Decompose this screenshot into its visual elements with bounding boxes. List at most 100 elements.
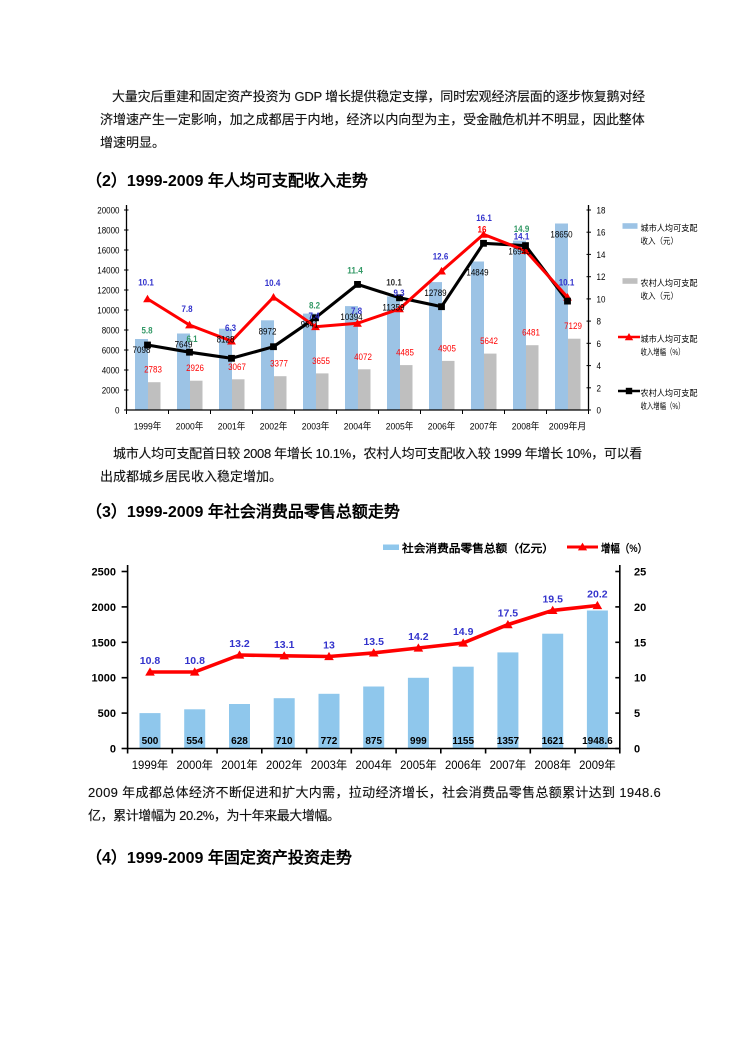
svg-text:8128: 8128 xyxy=(217,335,235,345)
svg-text:6481: 6481 xyxy=(522,328,540,338)
svg-text:2000年: 2000年 xyxy=(176,758,213,772)
svg-text:7.8: 7.8 xyxy=(181,304,192,314)
svg-text:14: 14 xyxy=(597,250,606,261)
svg-text:2004年: 2004年 xyxy=(344,421,372,433)
svg-text:城市人均可支配: 城市人均可支配 xyxy=(641,334,698,344)
svg-text:收入增幅（%）: 收入增幅（%） xyxy=(641,401,685,411)
svg-text:18650: 18650 xyxy=(550,230,572,240)
svg-text:0: 0 xyxy=(634,744,640,756)
svg-text:4905: 4905 xyxy=(438,343,456,353)
svg-text:554: 554 xyxy=(186,736,203,747)
svg-text:1357: 1357 xyxy=(497,736,520,747)
svg-text:收入（元）: 收入（元） xyxy=(641,236,679,246)
svg-text:16: 16 xyxy=(478,225,487,235)
svg-text:5: 5 xyxy=(634,708,640,720)
svg-text:10.8: 10.8 xyxy=(184,655,205,667)
svg-text:城市人均可支配: 城市人均可支配 xyxy=(641,223,698,233)
svg-text:7.4: 7.4 xyxy=(308,311,319,321)
svg-text:2009年月: 2009年月 xyxy=(549,421,586,433)
svg-text:2000: 2000 xyxy=(102,386,120,397)
svg-text:2926: 2926 xyxy=(186,363,204,373)
svg-text:6.1: 6.1 xyxy=(186,334,197,344)
svg-text:500: 500 xyxy=(142,736,159,747)
svg-text:628: 628 xyxy=(231,736,248,747)
svg-text:收入（元）: 收入（元） xyxy=(641,291,679,301)
svg-text:5.8: 5.8 xyxy=(141,326,152,336)
svg-text:12789: 12789 xyxy=(424,288,446,298)
svg-text:6: 6 xyxy=(597,339,602,350)
svg-text:875: 875 xyxy=(365,736,382,747)
svg-text:8972: 8972 xyxy=(259,326,277,336)
svg-text:2002年: 2002年 xyxy=(266,758,303,772)
svg-text:2007年: 2007年 xyxy=(490,758,527,772)
svg-text:农村人均可支配: 农村人均可支配 xyxy=(641,278,698,288)
svg-text:5642: 5642 xyxy=(480,336,498,346)
svg-text:1999年: 1999年 xyxy=(132,758,169,772)
svg-text:2000年: 2000年 xyxy=(176,421,204,433)
svg-text:10000: 10000 xyxy=(97,306,119,317)
svg-text:0: 0 xyxy=(597,406,602,417)
svg-text:16.1: 16.1 xyxy=(476,213,492,223)
svg-text:11359: 11359 xyxy=(382,302,404,312)
svg-text:14000: 14000 xyxy=(97,266,119,277)
svg-text:4485: 4485 xyxy=(396,348,414,358)
svg-text:1621: 1621 xyxy=(542,736,565,747)
svg-text:4: 4 xyxy=(597,361,602,372)
svg-text:14849: 14849 xyxy=(466,268,488,278)
svg-text:7098: 7098 xyxy=(133,345,151,355)
svg-text:9641: 9641 xyxy=(301,320,319,330)
svg-text:1000: 1000 xyxy=(92,673,116,685)
svg-text:2008年: 2008年 xyxy=(534,758,571,772)
svg-text:1948.6: 1948.6 xyxy=(582,736,613,747)
svg-text:10.8: 10.8 xyxy=(140,655,161,667)
svg-text:12000: 12000 xyxy=(97,286,119,297)
svg-text:2001年: 2001年 xyxy=(218,421,246,433)
svg-text:2008年: 2008年 xyxy=(512,421,540,433)
svg-text:2005年: 2005年 xyxy=(400,758,437,772)
svg-text:2783: 2783 xyxy=(144,365,162,375)
svg-text:13.1: 13.1 xyxy=(274,639,295,651)
svg-text:2007年: 2007年 xyxy=(470,421,498,433)
svg-text:500: 500 xyxy=(98,708,116,720)
svg-text:3377: 3377 xyxy=(270,359,288,369)
svg-text:3655: 3655 xyxy=(312,356,330,366)
svg-text:2006年: 2006年 xyxy=(428,421,456,433)
svg-text:12: 12 xyxy=(597,272,606,283)
svg-text:0: 0 xyxy=(115,406,120,417)
svg-text:7.8: 7.8 xyxy=(351,306,362,316)
svg-text:农村人均可支配: 农村人均可支配 xyxy=(641,388,698,398)
svg-text:2009年: 2009年 xyxy=(579,758,616,772)
svg-text:14.9: 14.9 xyxy=(514,224,530,234)
svg-text:10.1: 10.1 xyxy=(386,278,402,288)
svg-text:15: 15 xyxy=(634,637,646,649)
svg-text:4072: 4072 xyxy=(354,352,372,362)
svg-text:772: 772 xyxy=(321,736,338,747)
svg-text:7129: 7129 xyxy=(564,321,582,331)
svg-text:1500: 1500 xyxy=(92,637,116,649)
svg-text:11.4: 11.4 xyxy=(347,266,363,276)
svg-text:18: 18 xyxy=(597,206,606,217)
svg-text:1999年: 1999年 xyxy=(134,421,162,433)
svg-text:18000: 18000 xyxy=(97,226,119,237)
svg-text:8000: 8000 xyxy=(102,326,120,337)
svg-text:2006年: 2006年 xyxy=(445,758,482,772)
svg-text:7649: 7649 xyxy=(175,340,193,350)
svg-text:14.2: 14.2 xyxy=(408,631,429,643)
svg-text:1155: 1155 xyxy=(452,736,474,747)
svg-text:10: 10 xyxy=(634,673,646,685)
svg-text:社会消费品零售总额（亿元）: 社会消费品零售总额（亿元） xyxy=(401,541,554,555)
svg-text:20.2: 20.2 xyxy=(587,589,608,601)
svg-text:2004年: 2004年 xyxy=(355,758,392,772)
svg-text:2003年: 2003年 xyxy=(302,421,330,433)
svg-text:17.5: 17.5 xyxy=(498,608,519,620)
svg-text:2003年: 2003年 xyxy=(311,758,348,772)
svg-text:14.1: 14.1 xyxy=(514,232,530,242)
svg-text:0: 0 xyxy=(110,744,116,756)
svg-text:增幅（%）: 增幅（%） xyxy=(601,541,647,555)
svg-text:8: 8 xyxy=(597,317,602,328)
svg-text:14.9: 14.9 xyxy=(453,626,474,638)
svg-text:2: 2 xyxy=(597,383,602,394)
svg-text:12.6: 12.6 xyxy=(433,252,449,262)
svg-text:20: 20 xyxy=(634,602,646,614)
svg-text:6.3: 6.3 xyxy=(225,323,236,333)
